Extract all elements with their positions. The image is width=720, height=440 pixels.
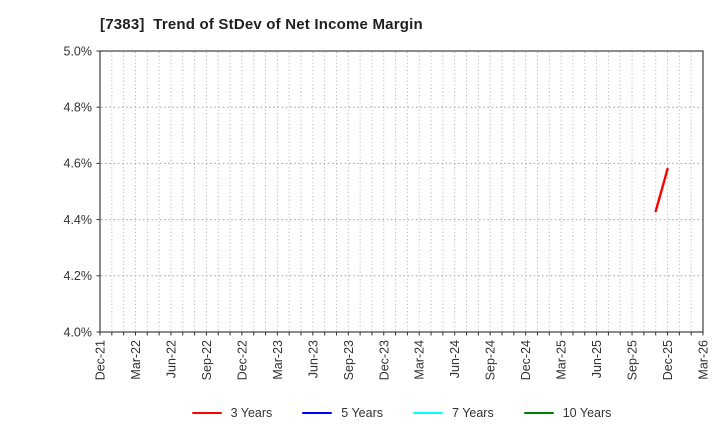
- x-tick-label: Dec-24: [519, 340, 533, 380]
- x-tick-label: Mar-25: [555, 340, 569, 380]
- y-tick-label: 5.0%: [64, 44, 93, 58]
- plot-frame: [99, 50, 704, 333]
- chart-legend: 3 Years 5 Years 7 Years 10 Years: [100, 400, 703, 426]
- series-line-3-years: [654, 167, 669, 213]
- x-tick-label: Sep-25: [626, 340, 640, 380]
- axis-ticks: [96, 50, 704, 336]
- x-tick-label: Dec-21: [94, 340, 108, 380]
- x-tick-label: Mar-26: [697, 340, 711, 380]
- legend-label: 7 Years: [452, 406, 494, 420]
- x-tick-label: Mar-23: [271, 340, 285, 380]
- legend-item-10-years: 10 Years: [523, 406, 612, 420]
- y-tick-label: 4.2%: [64, 269, 93, 283]
- x-tick-label: Sep-23: [342, 340, 356, 380]
- y-tick-label: 4.8%: [64, 101, 93, 115]
- y-tick-labels: 4.0% 4.2% 4.4% 4.6% 4.8% 5.0%: [64, 44, 93, 339]
- x-tick-label: Sep-22: [200, 340, 214, 380]
- x-tick-label: Mar-24: [413, 340, 427, 380]
- horizontal-gridlines: [101, 106, 702, 277]
- legend-label: 10 Years: [562, 406, 612, 420]
- x-tick-label: Jun-25: [590, 340, 604, 378]
- x-tick-label: Dec-23: [377, 340, 391, 380]
- y-tick-label: 4.4%: [64, 213, 93, 227]
- x-tick-label: Jun-22: [164, 340, 178, 378]
- legend-item-7-years: 7 Years: [413, 406, 494, 420]
- x-tick-label: Mar-22: [129, 340, 143, 380]
- chart-title: [7383] Trend of StDev of Net Income Marg…: [100, 16, 423, 33]
- legend-item-5-years: 5 Years: [302, 406, 383, 420]
- legend-label: 5 Years: [341, 406, 384, 420]
- legend-item-3-years: 3 Years: [191, 406, 273, 420]
- y-tick-label: 4.0%: [64, 325, 93, 339]
- vertical-gridlines: [111, 52, 692, 331]
- x-tick-labels: Dec-21 Mar-22 Jun-22 Sep-22 Dec-22 Mar-23 Jun-…: [94, 340, 711, 380]
- legend-line-swatch: [413, 411, 444, 415]
- y-tick-label: 4.6%: [64, 157, 93, 171]
- x-tick-label: Jun-24: [448, 340, 462, 378]
- legend-line-swatch: [191, 411, 222, 415]
- x-tick-label: Dec-22: [235, 340, 249, 380]
- x-tick-label: Jun-23: [306, 340, 320, 378]
- x-tick-label: Dec-25: [661, 340, 675, 380]
- legend-line-swatch: [302, 411, 333, 415]
- legend-label: 3 Years: [230, 406, 273, 420]
- x-tick-label: Sep-24: [484, 340, 498, 380]
- legend-line-swatch: [523, 411, 554, 415]
